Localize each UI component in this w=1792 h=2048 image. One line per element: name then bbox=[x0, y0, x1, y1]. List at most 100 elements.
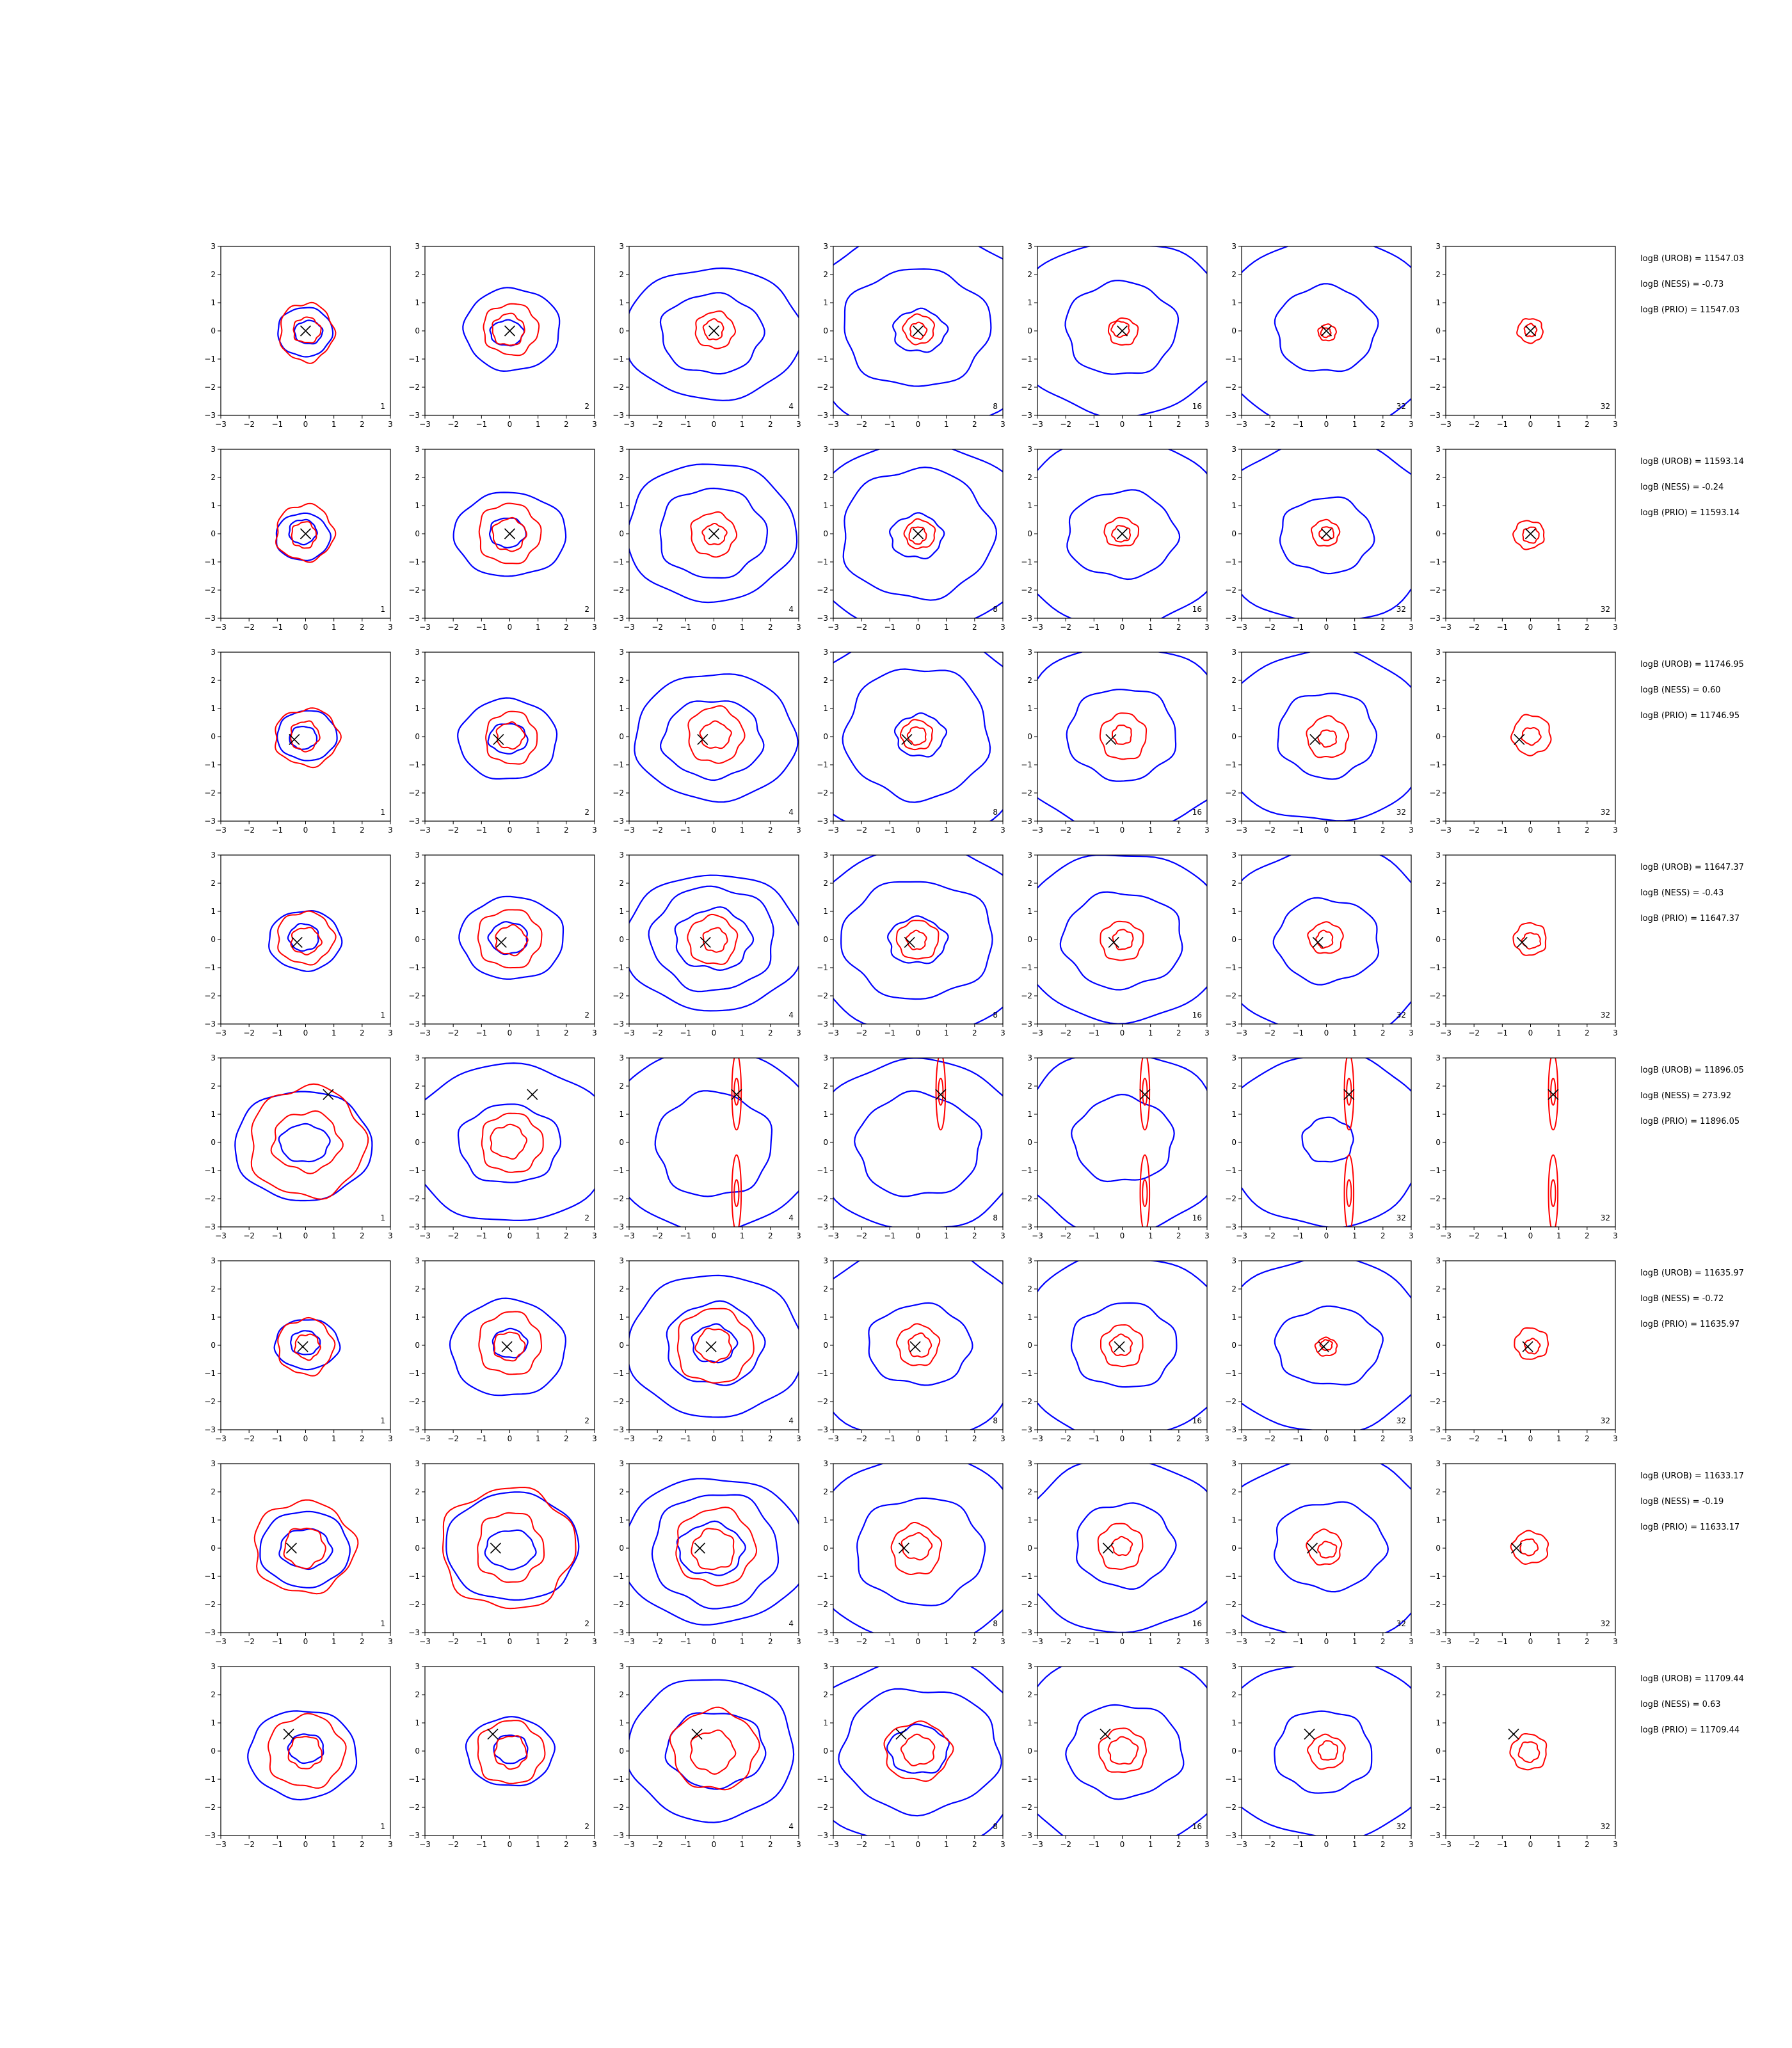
x-tick-label: 3 bbox=[592, 1840, 597, 1849]
x-tick-label: −2 bbox=[856, 1840, 867, 1849]
y-tick-label: 2 bbox=[1231, 270, 1236, 279]
y-tick-label: 2 bbox=[415, 1082, 420, 1091]
x-tick-label: 3 bbox=[1613, 1028, 1618, 1037]
y-tick-label: −2 bbox=[1429, 1397, 1441, 1406]
y-tick-label: −1 bbox=[408, 1572, 420, 1581]
panel-plot bbox=[629, 267, 799, 401]
red-contour bbox=[1346, 1179, 1352, 1208]
x-tick-label: 0 bbox=[712, 1028, 717, 1037]
x-tick-label: 0 bbox=[1528, 1028, 1533, 1037]
x-tick-label: 1 bbox=[332, 1840, 337, 1849]
y-tick-label: 3 bbox=[823, 1459, 828, 1468]
blue-contour bbox=[492, 1327, 529, 1359]
y-tick-label: −2 bbox=[1429, 788, 1441, 797]
blue-contour bbox=[465, 1716, 556, 1787]
x-tick-label: 1 bbox=[536, 1028, 541, 1037]
x-tick-label: 3 bbox=[1204, 623, 1210, 632]
blue-contour bbox=[489, 319, 525, 347]
x-tick-label: 2 bbox=[972, 420, 977, 429]
red-contour bbox=[902, 313, 936, 346]
y-tick-label: 2 bbox=[1231, 1284, 1236, 1293]
blue-contour bbox=[664, 1712, 767, 1790]
x-tick-label: 1 bbox=[536, 1637, 541, 1646]
y-tick-label: −2 bbox=[1225, 1194, 1236, 1203]
panel-label: 2 bbox=[584, 1619, 589, 1628]
y-tick-label: 1 bbox=[211, 501, 216, 510]
blue-contour bbox=[833, 1261, 1003, 1430]
x-tick-label: −2 bbox=[1060, 1028, 1071, 1037]
panel-label: 1 bbox=[380, 1416, 385, 1425]
y-tick-label: 1 bbox=[823, 1110, 828, 1119]
axes-frame bbox=[220, 1666, 391, 1836]
y-tick-label: 1 bbox=[415, 1110, 420, 1119]
blue-contour bbox=[1037, 855, 1207, 1024]
y-tick-label: 2 bbox=[1231, 1082, 1236, 1091]
blue-contour bbox=[489, 517, 527, 548]
marker-point bbox=[708, 528, 720, 540]
y-tick-label: −3 bbox=[1429, 1628, 1441, 1637]
y-tick-label: −1 bbox=[817, 963, 828, 972]
marker-point bbox=[504, 528, 516, 540]
y-tick-label: 3 bbox=[619, 851, 624, 860]
x-tick-label: −1 bbox=[884, 623, 895, 632]
blue-contour bbox=[833, 1058, 1003, 1227]
red-contour bbox=[1343, 1058, 1355, 1131]
red-contour bbox=[689, 1729, 737, 1775]
x-tick-label: −2 bbox=[447, 623, 459, 632]
blue-contour bbox=[833, 652, 1003, 821]
y-tick-label: 0 bbox=[1436, 732, 1441, 741]
x-tick-label: −2 bbox=[856, 826, 867, 835]
axes-frame bbox=[1445, 652, 1616, 822]
red-contour bbox=[676, 1308, 755, 1384]
blue-contour bbox=[287, 922, 319, 952]
x-tick-label: 2 bbox=[1585, 1028, 1590, 1037]
y-tick-label: 3 bbox=[619, 242, 624, 251]
y-tick-label: 1 bbox=[1027, 1110, 1032, 1119]
x-tick-label: −3 bbox=[215, 1840, 227, 1849]
marker-point bbox=[1514, 733, 1525, 745]
y-tick-label: 1 bbox=[1436, 1516, 1441, 1524]
y-tick-label: 0 bbox=[619, 1544, 624, 1553]
y-tick-label: 0 bbox=[1231, 935, 1236, 944]
y-tick-label: 3 bbox=[823, 242, 828, 251]
y-tick-label: 3 bbox=[1231, 1662, 1236, 1671]
x-tick-label: 0 bbox=[1528, 826, 1533, 835]
y-tick-label: 0 bbox=[1231, 1138, 1236, 1147]
red-contour bbox=[1307, 921, 1344, 954]
x-tick-label: 1 bbox=[740, 826, 745, 835]
blue-contour bbox=[842, 466, 998, 601]
blue-contour bbox=[886, 1724, 950, 1774]
x-tick-label: 2 bbox=[1380, 623, 1386, 632]
y-tick-label: −2 bbox=[612, 1397, 624, 1406]
x-tick-label: 0 bbox=[508, 1028, 513, 1037]
marker-point bbox=[493, 733, 504, 745]
panel-plot bbox=[273, 1316, 341, 1377]
panel-plot bbox=[1037, 652, 1207, 821]
axes-frame bbox=[833, 1260, 1004, 1430]
y-tick-label: 3 bbox=[211, 1256, 216, 1265]
x-tick-label: −3 bbox=[1032, 826, 1043, 835]
blue-contour bbox=[1065, 1704, 1185, 1800]
y-tick-label: −3 bbox=[1429, 1222, 1441, 1231]
y-tick-label: 3 bbox=[823, 1256, 828, 1265]
y-tick-label: 1 bbox=[415, 907, 420, 916]
panel-label: 8 bbox=[993, 402, 998, 411]
x-tick-label: −3 bbox=[1440, 1231, 1452, 1240]
axes-frame bbox=[1241, 854, 1412, 1025]
logb-stat: logB (PRIO) = 11746.95 bbox=[1640, 711, 1740, 721]
y-tick-label: 2 bbox=[211, 1284, 216, 1293]
y-tick-label: −1 bbox=[612, 1166, 624, 1175]
y-tick-label: 2 bbox=[823, 270, 828, 279]
y-tick-label: 2 bbox=[619, 676, 624, 685]
blue-contour bbox=[288, 518, 318, 546]
x-tick-label: 2 bbox=[1176, 1434, 1181, 1443]
x-tick-label: 1 bbox=[740, 420, 745, 429]
y-tick-label: −1 bbox=[1225, 557, 1236, 566]
x-tick-label: 1 bbox=[1148, 1637, 1153, 1646]
x-tick-label: −1 bbox=[1496, 1434, 1508, 1443]
y-tick-label: 1 bbox=[619, 907, 624, 916]
x-tick-label: 1 bbox=[740, 1231, 745, 1240]
x-tick-label: 1 bbox=[536, 1231, 541, 1240]
blue-contour bbox=[457, 697, 558, 780]
